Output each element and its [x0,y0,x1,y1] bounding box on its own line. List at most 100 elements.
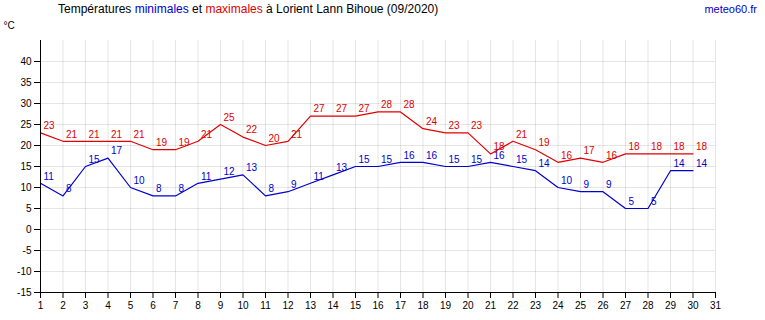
svg-text:24: 24 [426,116,438,127]
svg-text:16: 16 [561,150,573,161]
svg-text:14: 14 [696,158,708,169]
svg-text:11: 11 [260,300,271,311]
svg-text:22: 22 [507,300,519,311]
svg-text:-5: -5 [23,245,32,256]
svg-text:4: 4 [105,300,111,311]
svg-text:21: 21 [134,129,146,140]
svg-text:15: 15 [471,154,483,165]
svg-text:25: 25 [575,300,587,311]
svg-text:21: 21 [89,129,101,140]
svg-text:-15: -15 [17,287,32,298]
svg-text:16: 16 [606,150,618,161]
svg-text:28: 28 [642,300,654,311]
svg-text:19: 19 [156,137,168,148]
svg-text:30: 30 [20,98,32,109]
svg-text:°C: °C [4,20,15,31]
svg-text:15: 15 [359,154,371,165]
svg-text:8: 8 [195,300,201,311]
svg-text:19: 19 [179,137,191,148]
svg-text:29: 29 [665,300,677,311]
svg-text:22: 22 [246,124,258,135]
svg-text:8: 8 [66,183,72,194]
svg-text:15: 15 [449,154,461,165]
svg-text:24: 24 [552,300,564,311]
svg-text:13: 13 [246,162,258,173]
svg-text:27: 27 [314,103,326,114]
svg-text:3: 3 [83,300,89,311]
svg-text:15: 15 [89,154,101,165]
svg-text:17: 17 [111,145,123,156]
svg-text:18: 18 [696,141,708,152]
svg-text:2: 2 [60,300,66,311]
svg-text:17: 17 [395,300,407,311]
svg-text:25: 25 [20,119,32,130]
svg-text:9: 9 [606,179,612,190]
svg-text:27: 27 [620,300,632,311]
svg-text:15: 15 [350,300,362,311]
svg-text:21: 21 [485,300,497,311]
svg-text:19: 19 [539,137,551,148]
svg-text:23: 23 [449,120,461,131]
svg-text:25: 25 [224,112,236,123]
svg-text:20: 20 [269,133,281,144]
svg-text:-10: -10 [17,266,32,277]
svg-text:5: 5 [128,300,134,311]
svg-text:10: 10 [134,175,146,186]
svg-text:10: 10 [237,300,249,311]
svg-text:6: 6 [150,300,156,311]
svg-text:15: 15 [516,154,528,165]
svg-text:10: 10 [20,182,32,193]
svg-text:8: 8 [269,183,275,194]
svg-text:28: 28 [404,99,416,110]
svg-text:9: 9 [291,179,297,190]
svg-text:21: 21 [111,129,123,140]
svg-text:14: 14 [327,300,339,311]
svg-text:21: 21 [66,129,78,140]
svg-text:13: 13 [305,300,317,311]
svg-text:27: 27 [359,103,371,114]
svg-text:11: 11 [201,171,212,182]
svg-text:35: 35 [20,77,32,88]
svg-text:8: 8 [179,183,185,194]
svg-text:13: 13 [336,162,348,173]
svg-text:19: 19 [440,300,452,311]
svg-text:23: 23 [471,120,483,131]
svg-text:15: 15 [381,154,393,165]
svg-text:5: 5 [629,196,635,207]
svg-text:21: 21 [516,129,528,140]
svg-text:9: 9 [218,300,224,311]
svg-text:26: 26 [597,300,609,311]
svg-text:16: 16 [372,300,384,311]
svg-text:18: 18 [494,141,506,152]
svg-text:11: 11 [314,171,325,182]
svg-text:0: 0 [26,224,32,235]
svg-text:31: 31 [710,300,722,311]
svg-text:17: 17 [584,145,596,156]
svg-text:5: 5 [651,196,657,207]
svg-text:9: 9 [584,179,590,190]
svg-text:23: 23 [530,300,542,311]
svg-text:5: 5 [26,203,32,214]
svg-text:28: 28 [381,99,393,110]
svg-text:23: 23 [44,120,56,131]
svg-text:18: 18 [629,141,641,152]
svg-text:11: 11 [44,171,55,182]
svg-text:7: 7 [173,300,179,311]
svg-text:16: 16 [426,150,438,161]
svg-text:20: 20 [462,300,474,311]
svg-text:8: 8 [156,183,162,194]
svg-text:40: 40 [20,56,32,67]
svg-text:18: 18 [417,300,429,311]
svg-text:30: 30 [687,300,699,311]
svg-text:10: 10 [561,175,573,186]
svg-text:15: 15 [20,161,32,172]
svg-text:18: 18 [674,141,686,152]
svg-text:14: 14 [674,158,686,169]
svg-text:21: 21 [291,129,303,140]
svg-text:12: 12 [224,166,236,177]
svg-text:27: 27 [336,103,348,114]
svg-text:21: 21 [201,129,213,140]
svg-text:16: 16 [404,150,416,161]
svg-text:12: 12 [282,300,294,311]
svg-text:1: 1 [38,300,44,311]
